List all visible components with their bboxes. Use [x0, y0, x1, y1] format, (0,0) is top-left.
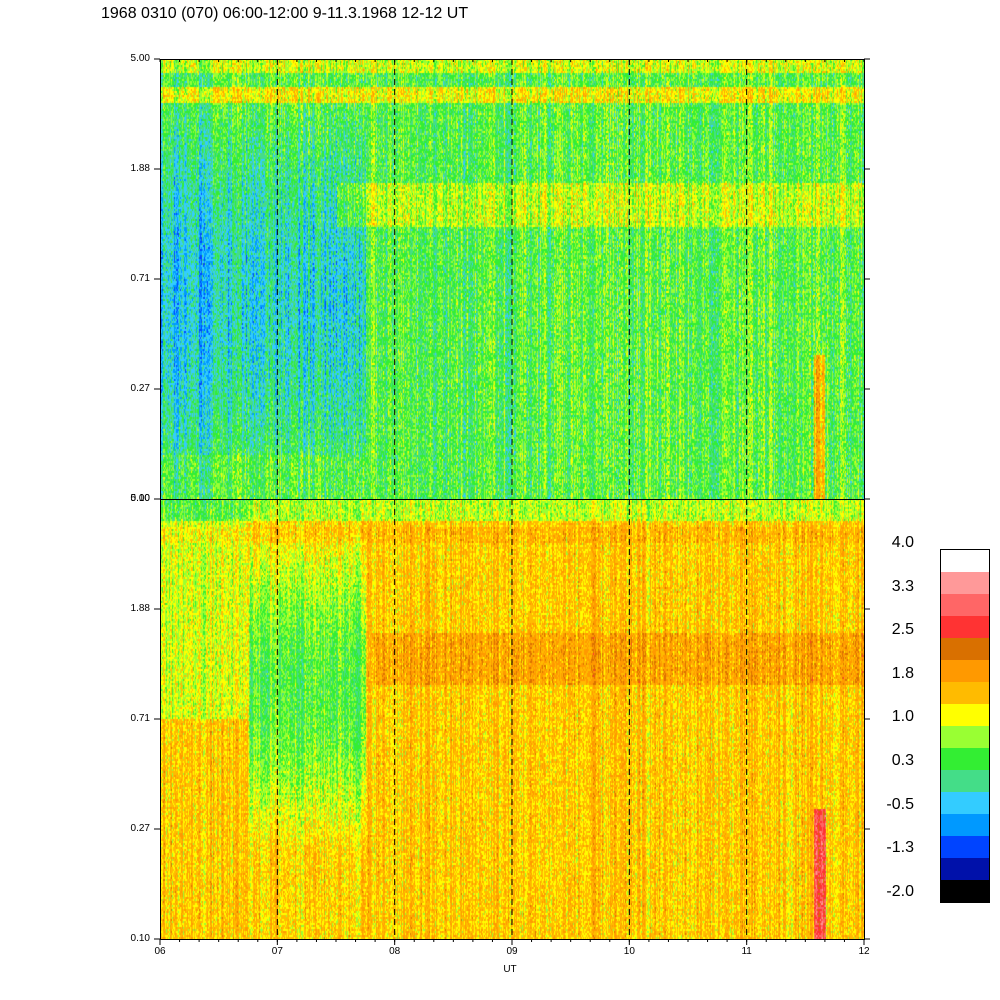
y-tick-label: 5.00 — [130, 493, 150, 504]
colorbar-label: -0.5 — [886, 795, 914, 813]
colorbar-swatch — [941, 638, 989, 660]
colorbar-swatch — [941, 550, 989, 572]
colorbar-swatch — [941, 814, 989, 836]
colorbar-label: 1.0 — [891, 708, 914, 726]
colorbar-swatch — [941, 770, 989, 792]
colorbar-swatch — [941, 616, 989, 638]
x-tick-label: 07 — [271, 946, 283, 957]
colorbar-swatch — [941, 858, 989, 880]
colorbar-swatch — [941, 748, 989, 770]
colorbar-swatch — [941, 594, 989, 616]
colorbar-label: 1.8 — [891, 664, 914, 682]
y-tick-label: 1.88 — [130, 163, 150, 174]
colorbar-swatch — [941, 836, 989, 858]
y-tick-label: 0.10 — [130, 493, 150, 504]
colorbar-label: 0.3 — [891, 752, 914, 769]
x-tick-label: 10 — [623, 946, 635, 957]
x-tick-label: 08 — [389, 946, 401, 957]
colorbar-swatch — [941, 880, 989, 902]
colorbar-swatch — [941, 682, 989, 704]
colorbar-swatch — [941, 660, 989, 682]
x-tick-label: 06 — [154, 946, 166, 957]
chart-title: 1968 0310 (070) 06:00-12:00 9-11.3.1968 … — [101, 5, 469, 22]
x-axis-title: UT — [503, 964, 517, 975]
x-tick-label: 09 — [506, 946, 518, 957]
y-tick-label: 0.71 — [130, 273, 150, 284]
colorbar-swatch — [941, 572, 989, 594]
colorbar-label: 2.5 — [891, 621, 914, 639]
colorbar-label: -2.0 — [886, 882, 914, 900]
colorbar-swatch — [941, 792, 989, 814]
colorbar-label: -1.3 — [886, 839, 914, 857]
y-tick-label: 0.71 — [130, 713, 150, 724]
colorbar-label: 3.3 — [891, 577, 914, 595]
y-tick-label: 0.27 — [130, 383, 150, 394]
y-tick-label: 1.88 — [130, 603, 150, 614]
colorbar — [940, 549, 990, 903]
x-tick-label: 12 — [858, 946, 870, 957]
x-tick-label: 11 — [741, 946, 752, 957]
colorbar-swatch — [941, 704, 989, 726]
y-tick-label: 0.27 — [130, 823, 150, 834]
y-tick-label: 0.10 — [130, 933, 150, 944]
y-tick-label: 5.00 — [130, 53, 150, 64]
colorbar-swatch — [941, 726, 989, 748]
colorbar-label: 4.0 — [891, 534, 914, 551]
